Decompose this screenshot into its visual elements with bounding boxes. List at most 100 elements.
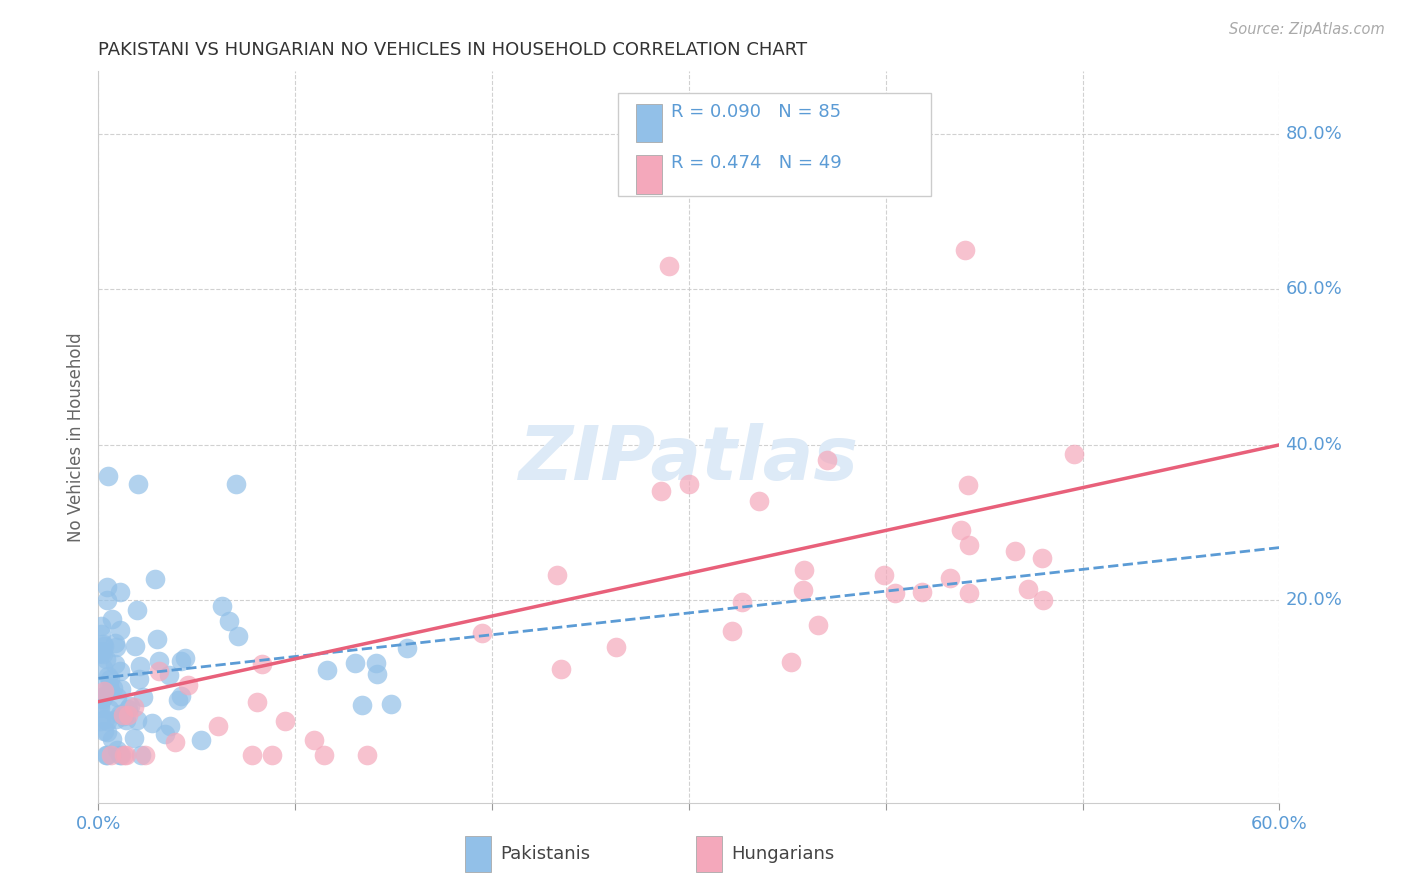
- Point: [1063, 447, 1085, 461]
- Point: [110, 747, 132, 762]
- Point: [91, 661, 114, 675]
- Point: [91, 690, 114, 704]
- Point: [122, 731, 145, 745]
- Text: ZIPatlas: ZIPatlas: [519, 423, 859, 496]
- Point: [112, 709, 135, 723]
- Point: [91, 692, 114, 706]
- Bar: [636, 155, 662, 194]
- Point: [89, 700, 111, 714]
- Point: [110, 681, 132, 696]
- Point: [89, 646, 111, 660]
- Point: [94, 712, 117, 726]
- Point: [949, 523, 972, 537]
- Point: [117, 702, 139, 716]
- Point: [108, 707, 131, 722]
- Point: [89, 697, 111, 711]
- Point: [471, 626, 494, 640]
- Point: [211, 599, 233, 614]
- Point: [97, 469, 120, 483]
- Point: [274, 714, 297, 728]
- Bar: [636, 104, 662, 143]
- Point: [127, 603, 149, 617]
- Point: [89, 646, 111, 660]
- Point: [246, 695, 269, 709]
- Point: [112, 707, 135, 722]
- Point: [97, 680, 120, 694]
- Point: [721, 624, 744, 638]
- Point: [105, 743, 128, 757]
- Point: [104, 657, 127, 671]
- Point: [170, 689, 193, 703]
- Y-axis label: No Vehicles in Household: No Vehicles in Household: [67, 332, 86, 542]
- Point: [108, 624, 131, 638]
- Point: [100, 748, 122, 763]
- Point: [90, 619, 112, 633]
- Point: [91, 647, 114, 661]
- Point: [108, 748, 131, 763]
- Point: [815, 453, 838, 467]
- Point: [159, 719, 181, 733]
- Point: [1017, 582, 1039, 596]
- Point: [97, 669, 120, 683]
- Text: 40.0%: 40.0%: [1285, 436, 1343, 454]
- Point: [90, 627, 112, 641]
- Point: [218, 614, 240, 628]
- Point: [343, 656, 366, 670]
- Point: [678, 476, 700, 491]
- Point: [793, 563, 815, 577]
- Point: [148, 665, 170, 679]
- Point: [143, 572, 166, 586]
- Point: [157, 667, 180, 681]
- Point: [108, 664, 131, 678]
- Point: [163, 735, 186, 749]
- Point: [101, 681, 124, 695]
- Point: [957, 538, 980, 552]
- Point: [658, 259, 681, 273]
- Point: [96, 748, 118, 763]
- Bar: [696, 836, 723, 872]
- Text: 60.0%: 60.0%: [1285, 280, 1343, 298]
- Point: [114, 714, 136, 728]
- Point: [96, 748, 118, 763]
- Point: [98, 672, 121, 686]
- Point: [89, 714, 111, 728]
- Point: [173, 651, 195, 665]
- Point: [314, 748, 336, 763]
- Point: [96, 714, 118, 729]
- Point: [91, 644, 114, 658]
- Point: [117, 708, 139, 723]
- Point: [911, 585, 934, 599]
- Point: [1032, 593, 1054, 607]
- Point: [98, 683, 121, 698]
- Point: [129, 748, 152, 763]
- Point: [96, 725, 118, 739]
- Point: [240, 748, 263, 763]
- Point: [605, 640, 627, 655]
- Point: [650, 483, 672, 498]
- Point: [748, 494, 770, 508]
- Point: [94, 651, 117, 665]
- Point: [91, 637, 114, 651]
- Point: [90, 645, 112, 659]
- Point: [366, 657, 388, 671]
- Point: [779, 655, 801, 669]
- Point: [141, 715, 163, 730]
- Point: [91, 679, 114, 693]
- Point: [250, 657, 273, 671]
- Point: [146, 632, 169, 647]
- Text: Hungarians: Hungarians: [731, 845, 835, 863]
- Point: [103, 635, 125, 649]
- Point: [190, 733, 212, 747]
- Point: [225, 476, 247, 491]
- Point: [112, 748, 135, 763]
- Point: [89, 691, 111, 706]
- Point: [127, 476, 149, 491]
- Point: [98, 702, 121, 716]
- Point: [352, 698, 374, 713]
- Point: [546, 568, 568, 582]
- Point: [108, 584, 131, 599]
- Point: [122, 699, 145, 714]
- Point: [395, 640, 418, 655]
- Text: Source: ZipAtlas.com: Source: ZipAtlas.com: [1229, 22, 1385, 37]
- Point: [93, 690, 115, 704]
